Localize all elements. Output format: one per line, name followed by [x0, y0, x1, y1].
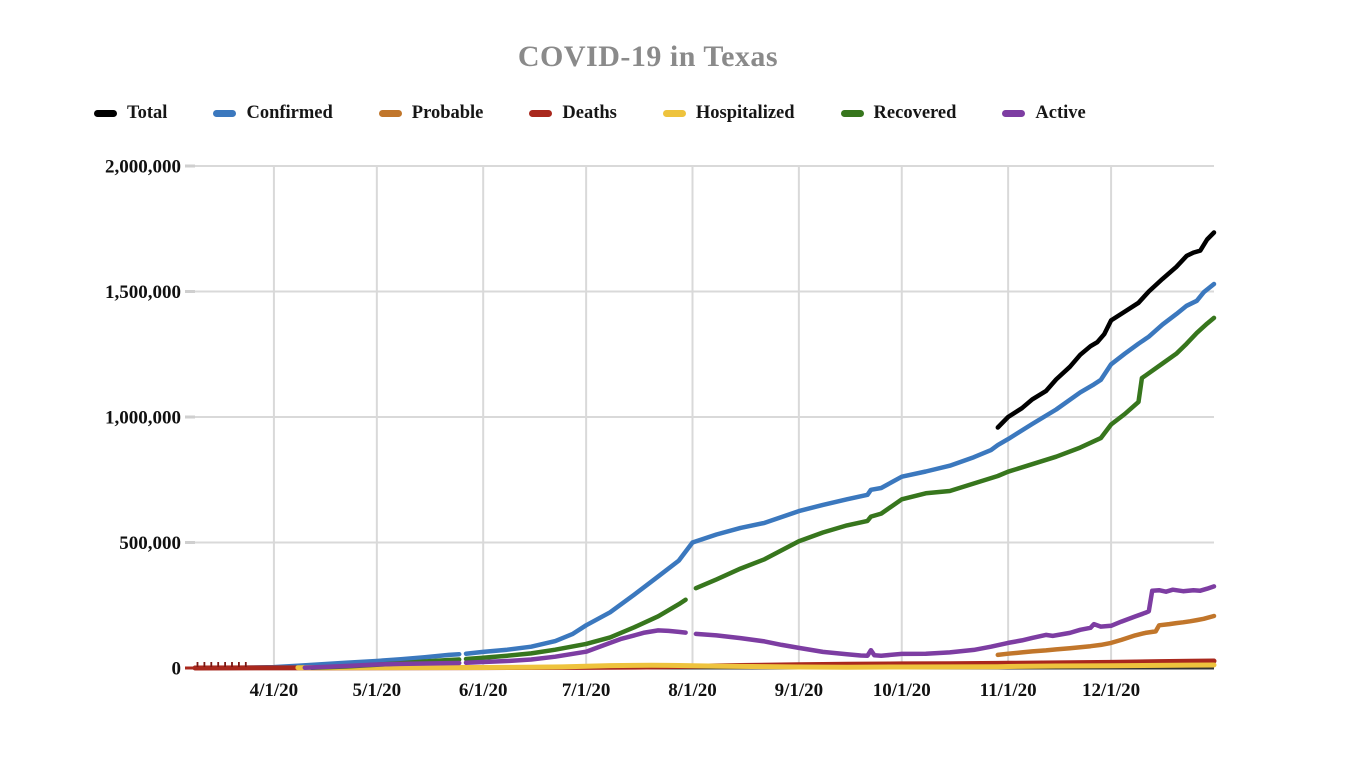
legend-swatch-total [94, 109, 117, 118]
legend-item-recovered: Recovered [840, 103, 957, 124]
x-axis-label: 12/1/20 [1082, 680, 1140, 701]
legend-label: Probable [411, 103, 484, 123]
series-recovered [309, 315, 1217, 670]
legend-swatch-recovered [840, 109, 864, 118]
legend-label: Hospitalized [695, 103, 795, 123]
legend-item-total: Total [94, 103, 167, 124]
x-axis-label: 7/1/20 [562, 680, 611, 701]
legend-label: Confirmed [246, 103, 333, 123]
series-confirmed [192, 281, 1217, 671]
x-axis-label: 5/1/20 [353, 680, 402, 701]
y-axis-label: 1,000,000 [105, 408, 181, 429]
legend-swatch-hospitalized [662, 109, 686, 118]
legend-label: Total [127, 103, 168, 123]
chart-legend: Total Confirmed Probable Deaths Hospitalized… [94, 103, 1086, 124]
x-axis-label: 6/1/20 [459, 680, 508, 701]
legend-swatch-confirmed [213, 109, 237, 118]
legend-swatch-deaths [529, 109, 553, 118]
x-axis-label: 9/1/20 [775, 680, 824, 701]
y-axis-label: 500,000 [119, 533, 181, 554]
y-axis-label: 0 [172, 659, 182, 680]
chart-title: COVID-19 in Texas [517, 40, 779, 73]
legend-item-hospitalized: Hospitalized [662, 103, 795, 124]
legend-label: Deaths [562, 103, 617, 123]
series-probable [995, 613, 1217, 658]
x-axis-label: 4/1/20 [250, 680, 299, 701]
legend-label: Active [1035, 103, 1086, 123]
legend-swatch-active [1002, 109, 1026, 118]
y-axis-label: 1,500,000 [105, 282, 181, 303]
legend-item-confirmed: Confirmed [213, 103, 333, 124]
legend-item-deaths: Deaths [529, 103, 617, 124]
x-axis-label: 8/1/20 [668, 680, 717, 701]
series-hospitalized [295, 662, 1217, 671]
series-active [302, 584, 1217, 670]
x-axis-label: 11/1/20 [980, 680, 1037, 701]
legend-item-probable: Probable [378, 103, 484, 124]
y-axis-label: 2,000,000 [105, 157, 181, 178]
x-axis-label: 10/1/20 [873, 680, 931, 701]
legend-label: Recovered [873, 103, 957, 123]
series-total [995, 230, 1217, 430]
legend-swatch-probable [378, 109, 402, 118]
legend-item-active: Active [1002, 103, 1086, 124]
